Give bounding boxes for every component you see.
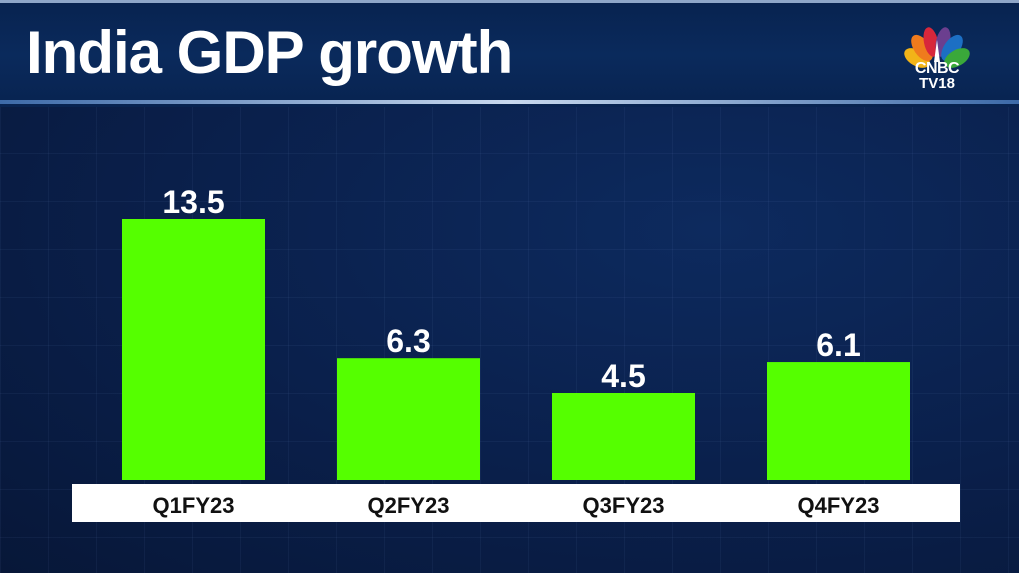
header-bar xyxy=(0,0,1019,107)
peacock-feather-red xyxy=(923,27,939,57)
bar-q4fy23 xyxy=(767,362,910,480)
header-divider xyxy=(0,100,1019,104)
bar-q1fy23 xyxy=(122,219,265,480)
category-label-q2fy23: Q2FY23 xyxy=(368,493,450,518)
logo-text-cnbc: CNBC xyxy=(914,60,960,77)
category-label-q1fy23: Q1FY23 xyxy=(153,493,235,518)
bar-q3fy23 xyxy=(552,393,695,480)
peacock-feather-blue xyxy=(941,34,963,62)
logo-text-tv18: TV18 xyxy=(919,75,955,92)
data-label-q3fy23: 4.5 xyxy=(601,358,645,394)
peacock-feather-green xyxy=(944,48,970,68)
category-label-q3fy23: Q3FY23 xyxy=(583,493,665,518)
peacock-feather-orange xyxy=(911,34,933,62)
category-label-band xyxy=(72,484,960,522)
data-label-q1fy23: 13.5 xyxy=(162,184,224,220)
data-label-q4fy23: 6.1 xyxy=(816,327,860,363)
data-label-q2fy23: 6.3 xyxy=(386,323,430,359)
category-label-q4fy23: Q4FY23 xyxy=(798,493,880,518)
cnbc-peacock-logo-icon xyxy=(904,27,970,68)
bar-q2fy23 xyxy=(337,358,480,480)
chart-title: India GDP growth xyxy=(26,19,513,86)
